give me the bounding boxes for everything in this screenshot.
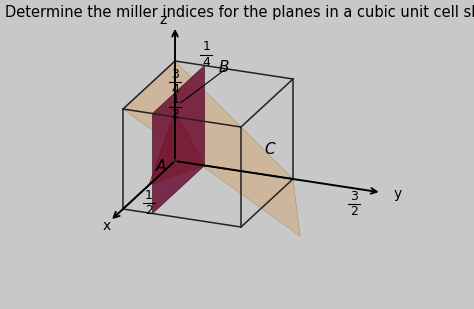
Text: 2: 2 [350,205,358,218]
Text: z: z [160,13,167,27]
Text: 4: 4 [202,56,210,69]
Text: 3: 3 [171,68,179,81]
Text: A: A [156,159,166,175]
Polygon shape [149,111,175,185]
Text: 1: 1 [202,40,210,53]
Polygon shape [149,111,204,185]
Text: 3: 3 [350,190,358,203]
Text: 2: 2 [171,108,179,121]
Text: 1: 1 [171,93,179,106]
Polygon shape [123,61,300,236]
Text: Determine the miller indices for the planes in a cubic unit cell shown below.: Determine the miller indices for the pla… [5,5,474,20]
Text: y: y [394,187,402,201]
Text: 4: 4 [171,83,179,96]
Text: C: C [265,142,275,157]
Text: 1: 1 [145,189,153,202]
Text: x: x [102,219,110,233]
Polygon shape [153,66,204,214]
Text: 2: 2 [145,204,153,217]
Text: B: B [219,61,229,75]
